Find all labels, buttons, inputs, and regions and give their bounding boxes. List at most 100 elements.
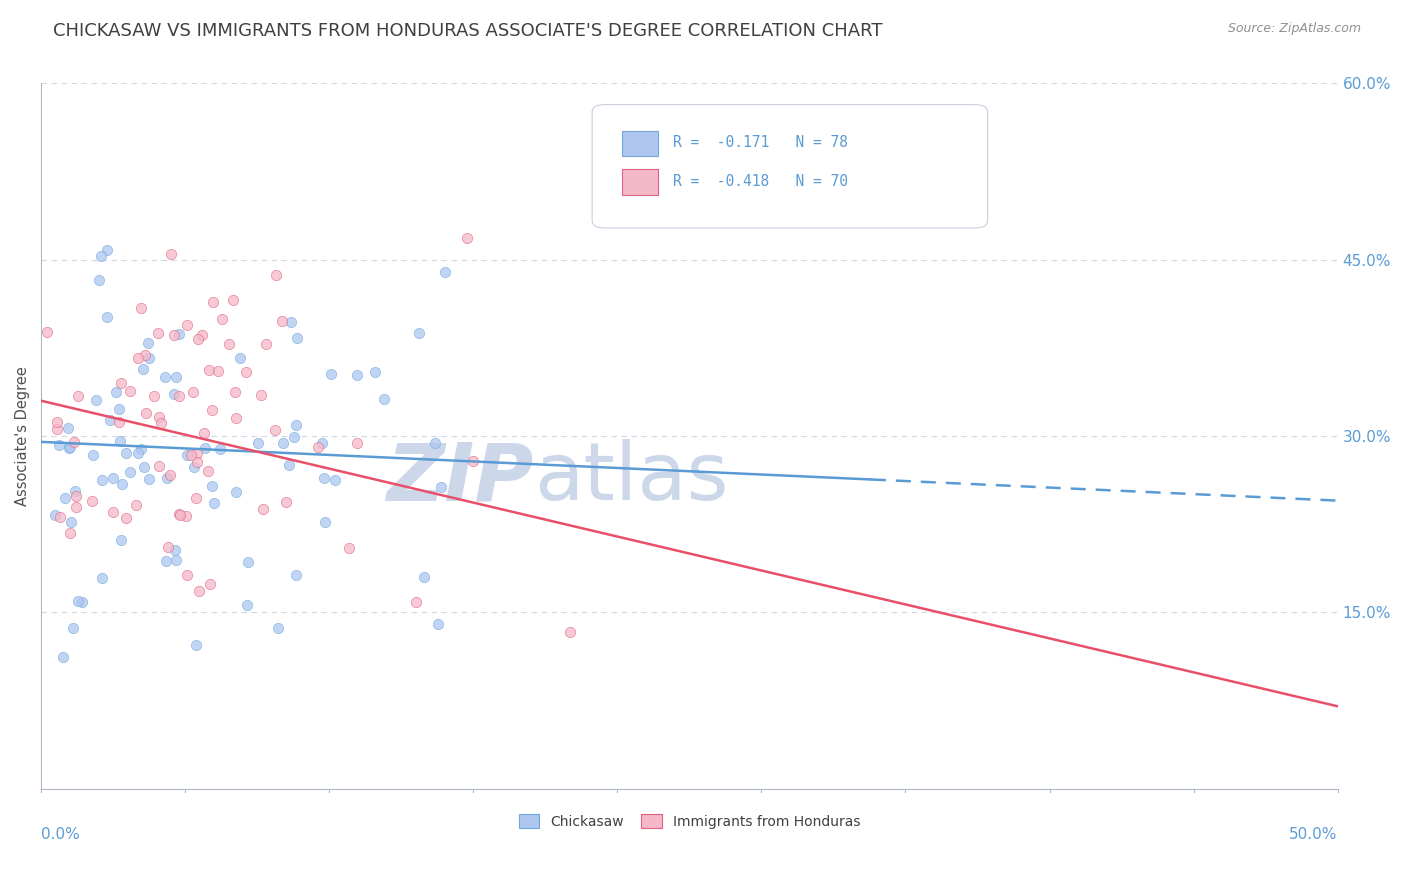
Point [45,415,67,429]
Point [319,367,342,381]
Point [120,384,142,398]
Point [202,496,225,510]
Point [67,389,90,403]
Point [271,435,294,450]
Point [52,649,75,664]
Point [58,442,80,456]
Point [165,370,187,384]
Point [190,327,212,342]
Point [165,553,187,567]
Point [184,638,207,652]
Point [250,387,273,401]
Point [280,315,302,329]
Point [65,490,87,504]
Point [264,268,287,283]
Point [146,326,169,340]
Point [163,387,186,401]
Point [89,273,111,287]
Point [169,508,191,523]
Point [211,311,233,326]
Point [104,384,127,399]
Point [132,361,155,376]
Point [183,459,205,474]
Y-axis label: Associate's Degree: Associate's Degree [15,366,30,506]
Point [264,423,287,437]
Point [142,389,165,403]
Point [101,505,124,519]
Point [65,483,87,498]
Point [456,231,478,245]
Point [430,479,453,493]
Point [197,464,219,478]
Point [110,376,132,391]
Point [62,621,84,635]
Point [129,301,152,315]
Point [148,410,170,425]
Point [135,406,157,420]
FancyBboxPatch shape [621,131,658,156]
Point [96,243,118,257]
Point [48,438,70,452]
Point [225,484,247,499]
Point [207,364,229,378]
Point [405,595,427,609]
Text: atlas: atlas [534,439,728,517]
Point [56,421,79,435]
Point [155,554,177,568]
Point [108,434,131,448]
Point [284,418,307,433]
Point [274,495,297,509]
Point [107,415,129,429]
Point [150,417,173,431]
Point [37,325,59,339]
Point [246,435,269,450]
Point [271,314,294,328]
Point [53,491,76,505]
Point [285,331,308,345]
Point [278,458,301,472]
Point [314,471,336,485]
Point [193,426,215,441]
Point [169,507,191,521]
Text: CHICKASAW VS IMMIGRANTS FROM HONDURAS ASSOCIATE'S DEGREE CORRELATION CHART: CHICKASAW VS IMMIGRANTS FROM HONDURAS AS… [53,22,883,40]
Point [201,479,224,493]
Point [101,471,124,485]
Point [98,413,121,427]
Point [111,477,134,491]
Point [194,441,217,455]
Point [364,365,387,379]
Point [136,336,159,351]
Point [84,393,107,408]
Point [96,310,118,324]
Point [229,351,252,366]
Point [236,598,259,612]
Point [45,422,67,436]
Point [65,500,87,514]
Point [66,594,89,608]
Point [155,370,177,384]
Point [157,541,180,555]
Point [176,449,198,463]
Point [115,511,138,525]
Point [162,328,184,343]
Point [181,384,204,399]
Point [198,362,221,376]
Point [463,453,485,467]
Point [129,442,152,457]
Point [408,326,430,341]
Point [148,458,170,473]
Point [235,364,257,378]
Point [138,351,160,365]
Point [115,446,138,460]
Point [48,510,70,524]
Point [221,293,243,308]
Point [323,473,346,487]
Point [91,571,114,585]
Point [337,541,360,555]
Point [59,440,82,454]
Point [134,349,156,363]
FancyBboxPatch shape [621,169,658,194]
Point [176,568,198,582]
Point [110,533,132,548]
Point [180,448,202,462]
